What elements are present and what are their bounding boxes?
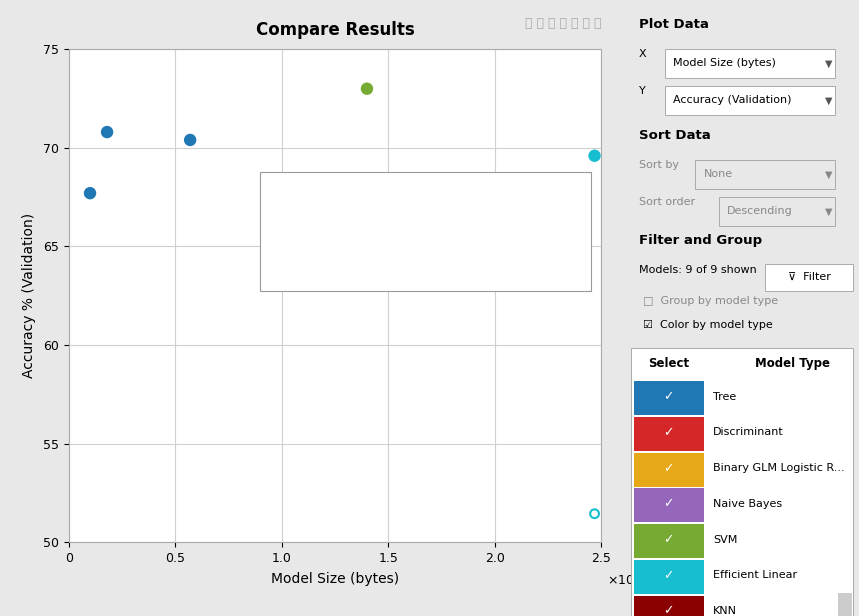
Point bbox=[183, 135, 197, 145]
Text: 🔧 📊 📋 🖐 🔍 🔎 🏠: 🔧 📊 📋 🖐 🔍 🔎 🏠 bbox=[525, 17, 601, 30]
Text: ▼: ▼ bbox=[825, 95, 832, 105]
Text: Sort by: Sort by bbox=[638, 160, 679, 170]
Text: X: X bbox=[638, 49, 646, 59]
Text: ✓: ✓ bbox=[663, 497, 674, 511]
Text: ☑  Color by model type: ☑ Color by model type bbox=[643, 320, 773, 330]
Point bbox=[588, 509, 601, 519]
Text: Model Size (bytes): Model Size (bytes) bbox=[439, 195, 574, 208]
Text: Models: 9 of 9 shown: Models: 9 of 9 shown bbox=[638, 265, 757, 275]
FancyBboxPatch shape bbox=[634, 381, 704, 415]
FancyBboxPatch shape bbox=[631, 348, 853, 616]
Text: Sort Data: Sort Data bbox=[638, 129, 710, 142]
Text: 51.4386: 51.4386 bbox=[525, 216, 575, 229]
FancyBboxPatch shape bbox=[634, 596, 704, 616]
Text: ▼: ▼ bbox=[825, 169, 832, 179]
Text: Tree: Tree bbox=[713, 392, 736, 402]
Text: KNN: KNN bbox=[713, 606, 737, 616]
Text: Model Type: Model Type bbox=[754, 357, 830, 370]
Text: ⊽  Filter: ⊽ Filter bbox=[788, 272, 831, 282]
Text: None: None bbox=[704, 169, 733, 179]
Text: Plot Data: Plot Data bbox=[638, 18, 709, 31]
Text: ✓: ✓ bbox=[663, 426, 674, 439]
FancyBboxPatch shape bbox=[696, 160, 835, 189]
Text: Efficient Logistic Regression: Efficient Logistic Regression bbox=[368, 237, 575, 250]
FancyBboxPatch shape bbox=[666, 49, 835, 78]
Text: SVM: SVM bbox=[713, 535, 737, 545]
FancyBboxPatch shape bbox=[765, 264, 853, 291]
Text: Naive Bayes: Naive Bayes bbox=[713, 499, 782, 509]
Text: 246836: 246836 bbox=[532, 195, 575, 208]
Text: □  Group by model type: □ Group by model type bbox=[643, 296, 778, 306]
Text: Model Name: Model Name bbox=[496, 237, 574, 250]
Text: Y: Y bbox=[638, 86, 645, 96]
FancyBboxPatch shape bbox=[666, 86, 835, 115]
FancyBboxPatch shape bbox=[634, 453, 704, 487]
FancyBboxPatch shape bbox=[838, 593, 852, 616]
FancyBboxPatch shape bbox=[634, 524, 704, 558]
Point bbox=[588, 151, 601, 161]
Text: ✓: ✓ bbox=[663, 569, 674, 582]
Text: $\times10^5$: $\times10^5$ bbox=[606, 572, 640, 588]
Text: ▼: ▼ bbox=[825, 206, 832, 216]
Text: Efficient Linear: Efficient Linear bbox=[713, 570, 797, 580]
FancyBboxPatch shape bbox=[634, 488, 704, 522]
Text: Discriminant: Discriminant bbox=[713, 428, 783, 437]
Point bbox=[360, 84, 374, 94]
Point bbox=[101, 127, 114, 137]
FancyBboxPatch shape bbox=[634, 560, 704, 594]
Text: Filter and Group: Filter and Group bbox=[638, 234, 762, 247]
Text: Model Size (bytes): Model Size (bytes) bbox=[673, 59, 777, 68]
Point bbox=[83, 188, 97, 198]
FancyBboxPatch shape bbox=[634, 417, 704, 451]
FancyBboxPatch shape bbox=[719, 197, 835, 226]
Text: Model Number: Model Number bbox=[482, 258, 574, 271]
Text: ✓: ✓ bbox=[663, 461, 674, 475]
Text: Accuracy (Validation): Accuracy (Validation) bbox=[673, 95, 792, 105]
Text: ✓: ✓ bbox=[663, 533, 674, 546]
Text: 2.2: 2.2 bbox=[553, 258, 575, 271]
X-axis label: Model Size (bytes): Model Size (bytes) bbox=[271, 572, 399, 586]
Title: Compare Results: Compare Results bbox=[256, 22, 414, 39]
Text: ✓: ✓ bbox=[663, 390, 674, 403]
FancyBboxPatch shape bbox=[260, 172, 591, 291]
Y-axis label: Accuracy % (Validation): Accuracy % (Validation) bbox=[22, 213, 36, 378]
Text: Select: Select bbox=[649, 357, 690, 370]
Text: Descending: Descending bbox=[727, 206, 793, 216]
Text: Binary GLM Logistic R...: Binary GLM Logistic R... bbox=[713, 463, 844, 473]
Text: Sort order: Sort order bbox=[638, 197, 695, 207]
Text: Accuracy % (Validation): Accuracy % (Validation) bbox=[403, 216, 574, 229]
Text: ▼: ▼ bbox=[825, 59, 832, 68]
Text: ✓: ✓ bbox=[663, 604, 674, 616]
